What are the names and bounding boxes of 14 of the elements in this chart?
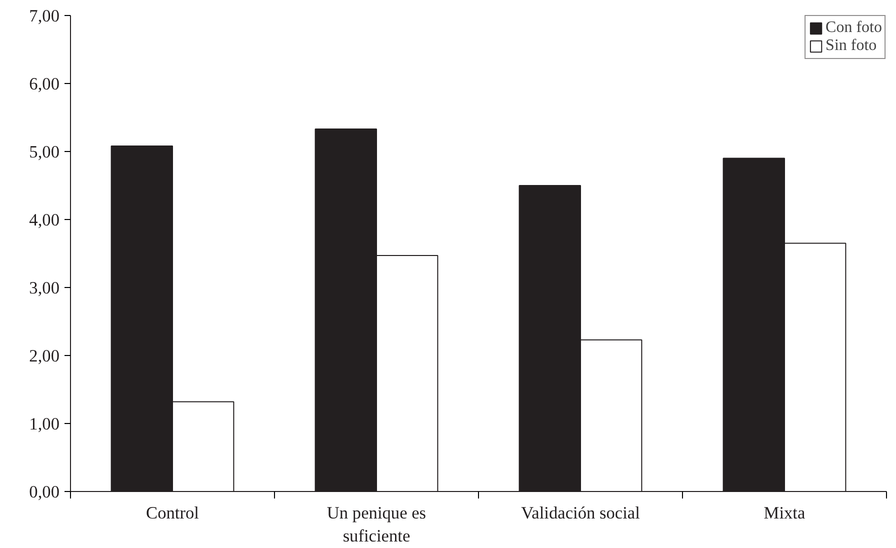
x-tick-label: Mixta bbox=[764, 504, 806, 522]
legend-label: Con foto bbox=[826, 19, 882, 37]
y-tick-label: 5,00 bbox=[29, 142, 60, 162]
legend-label: Sin foto bbox=[826, 37, 877, 55]
y-tick-label: 4,00 bbox=[29, 210, 60, 230]
y-tick-label: 2,00 bbox=[29, 346, 60, 366]
y-tick-label: 6,00 bbox=[29, 74, 60, 94]
y-tick-label: 7,00 bbox=[29, 6, 60, 26]
x-tick-label: Un penique es suficiente bbox=[326, 504, 426, 546]
y-tick-label: 3,00 bbox=[29, 278, 60, 298]
y-tick-label: 1,00 bbox=[29, 414, 60, 434]
x-tick-label: Validación social bbox=[521, 504, 640, 522]
x-tick-label: Control bbox=[146, 504, 200, 522]
y-tick-label: 0,00 bbox=[29, 482, 60, 502]
